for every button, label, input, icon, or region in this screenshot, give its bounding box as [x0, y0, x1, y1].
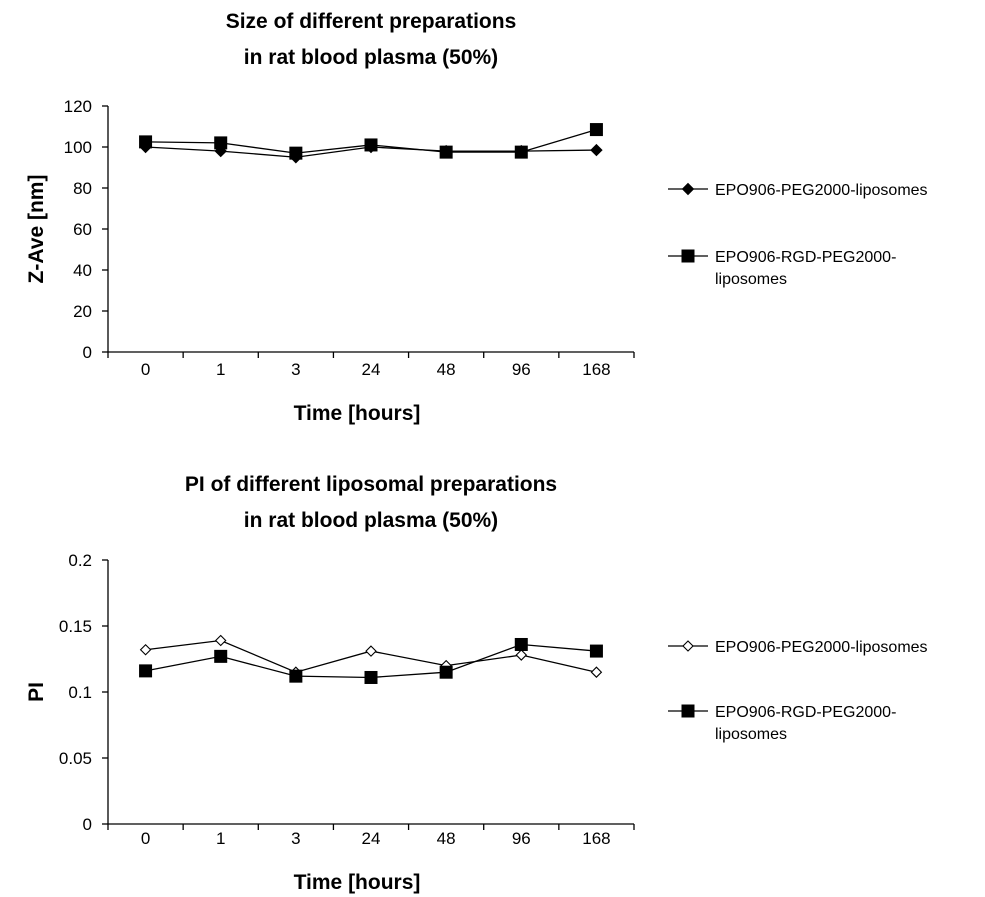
- data-point-series-1: [515, 649, 528, 661]
- y-axis-label: Z-Ave [nm]: [25, 175, 48, 284]
- x-tick-label: 48: [437, 360, 456, 379]
- data-point-series-1: [139, 643, 152, 656]
- data-point-series-1: [214, 634, 227, 647]
- x-axis-label: Time [hours]: [294, 402, 421, 425]
- data-point-series-2: [439, 145, 453, 159]
- data-point-series-2: [364, 670, 378, 684]
- chart-title-line-2: in rat blood plasma (50%): [244, 509, 498, 532]
- y-tick-label: 20: [73, 302, 92, 321]
- x-tick-label: 48: [437, 829, 456, 848]
- data-point-series-2: [514, 637, 528, 651]
- data-point-series-2: [214, 649, 228, 663]
- legend-label: liposomes: [715, 726, 787, 743]
- y-tick-label: 0.1: [68, 683, 92, 702]
- x-axis-label: Time [hours]: [294, 871, 421, 894]
- data-point-series-2: [289, 146, 303, 160]
- legend-entry-1: EPO906-PEG2000-liposomes: [668, 182, 928, 199]
- legend-label: EPO906-RGD-PEG2000-: [715, 249, 896, 266]
- x-tick-label: 1: [216, 360, 225, 379]
- chart-title-line-2: in rat blood plasma (50%): [244, 46, 498, 69]
- data-point-series-2: [139, 135, 153, 149]
- data-point-series-1: [590, 666, 603, 678]
- legend-marker: [681, 704, 695, 718]
- x-tick-label: 0: [141, 360, 150, 379]
- chart-title-line-1: Size of different preparations: [226, 10, 517, 33]
- legend-label: EPO906-PEG2000-liposomes: [715, 639, 928, 656]
- data-point-series-1: [590, 143, 603, 157]
- y-tick-label: 120: [64, 97, 92, 116]
- legend-label: liposomes: [715, 271, 787, 288]
- legend-marker: [682, 640, 694, 652]
- data-point-series-2: [589, 123, 603, 137]
- y-tick-label: 80: [73, 179, 92, 198]
- chart-title-line-1: PI of different liposomal preparations: [185, 473, 557, 496]
- legend-entry-2: EPO906-RGD-PEG2000- liposomes: [668, 704, 896, 743]
- data-point-series-2: [589, 644, 603, 658]
- y-tick-label: 0: [83, 343, 92, 362]
- legend-entry-2: EPO906-RGD-PEG2000- liposomes: [668, 249, 896, 288]
- legend-label: EPO906-RGD-PEG2000-: [715, 704, 896, 721]
- data-point-series-2: [289, 669, 303, 683]
- x-tick-label: 3: [291, 360, 300, 379]
- y-tick-label: 100: [64, 138, 92, 157]
- x-tick-label: 24: [362, 829, 381, 848]
- y-tick-label: 0.15: [59, 617, 92, 636]
- data-point-series-2: [439, 665, 453, 679]
- data-point-series-2: [514, 145, 528, 159]
- legend-label: EPO906-PEG2000-liposomes: [715, 182, 928, 199]
- x-tick-label: 96: [512, 829, 531, 848]
- legend-marker: [681, 182, 695, 196]
- x-tick-label: 0: [141, 829, 150, 848]
- y-tick-label: 40: [73, 261, 92, 280]
- data-point-series-2: [364, 138, 378, 152]
- x-tick-label: 3: [291, 829, 300, 848]
- y-tick-label: 60: [73, 220, 92, 239]
- y-tick-label: 0.05: [59, 749, 92, 768]
- x-tick-label: 168: [582, 829, 610, 848]
- x-tick-label: 168: [582, 360, 610, 379]
- legend-entry-1: EPO906-PEG2000-liposomes: [668, 639, 928, 656]
- x-tick-label: 24: [362, 360, 381, 379]
- x-tick-label: 1: [216, 829, 225, 848]
- y-axis-label: PI: [25, 682, 48, 702]
- x-tick-label: 96: [512, 360, 531, 379]
- y-tick-label: 0: [83, 815, 92, 834]
- data-point-series-2: [214, 136, 228, 150]
- data-point-series-2: [139, 664, 153, 678]
- y-tick-label: 0.2: [68, 551, 92, 570]
- chart-panel-1: Size of different preparations in rat blo…: [25, 10, 928, 425]
- legend-marker: [681, 249, 695, 263]
- chart-panel-2: PI of different liposomal preparations in…: [25, 473, 928, 894]
- data-point-series-1: [365, 645, 377, 657]
